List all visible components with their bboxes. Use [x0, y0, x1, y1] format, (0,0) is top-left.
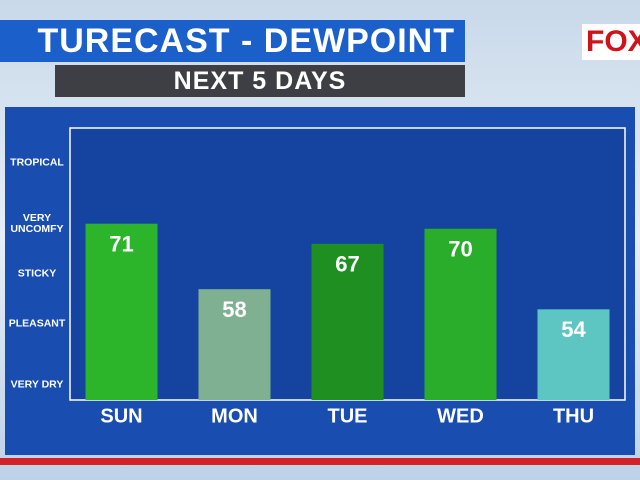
x-tick-label: SUN — [100, 405, 142, 427]
data-label: 58 — [222, 297, 246, 322]
data-label: 71 — [109, 232, 133, 257]
bar — [85, 223, 158, 400]
x-tick-label: TUE — [328, 405, 368, 427]
data-label: 67 — [335, 252, 359, 277]
bar — [537, 309, 610, 400]
x-tick-label: THU — [553, 405, 594, 427]
x-tick-label: MON — [211, 405, 258, 427]
chart-subtitle: NEXT 5 DAYS — [55, 65, 465, 97]
bottom-stripe — [0, 458, 640, 465]
data-label: 70 — [448, 237, 472, 262]
chart-title: TURECAST - DEWPOINT — [37, 22, 455, 60]
y-tick-label: TROPICAL — [10, 156, 64, 169]
y-tick-label: VERY UNCOMFY — [10, 211, 64, 235]
x-tick-label: WED — [437, 405, 484, 427]
bar — [311, 243, 384, 400]
bar — [424, 228, 497, 400]
data-label: 54 — [561, 317, 586, 342]
y-tick-label: STICKY — [17, 267, 57, 280]
y-tick-label: VERY DRY — [10, 378, 64, 391]
title-banner: TURECAST - DEWPOINT — [0, 20, 465, 62]
y-tick-label: PLEASANT — [8, 317, 66, 330]
bar — [198, 289, 271, 400]
logo: FOX — [582, 24, 640, 60]
